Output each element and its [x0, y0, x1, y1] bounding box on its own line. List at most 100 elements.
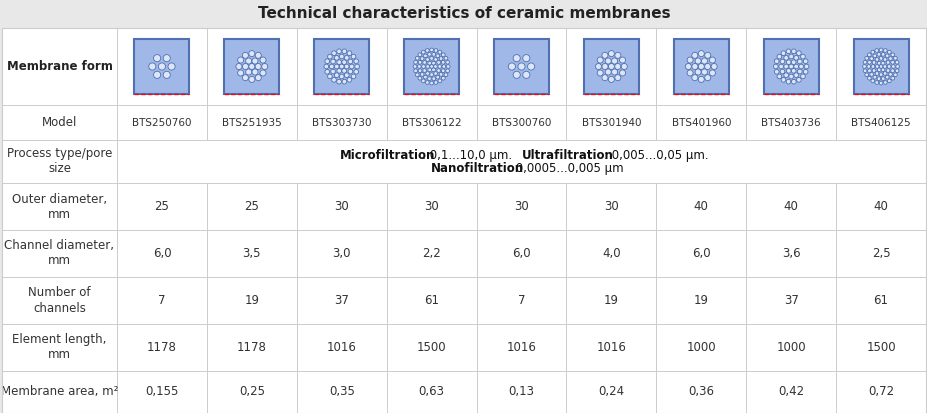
Circle shape: [793, 64, 797, 69]
Circle shape: [597, 57, 603, 63]
Circle shape: [421, 79, 425, 83]
Circle shape: [344, 55, 349, 60]
Circle shape: [871, 61, 875, 64]
Circle shape: [878, 64, 882, 69]
Circle shape: [429, 57, 433, 60]
Circle shape: [864, 56, 868, 60]
Circle shape: [704, 64, 710, 69]
Circle shape: [884, 54, 888, 58]
Circle shape: [242, 52, 248, 58]
Circle shape: [611, 58, 617, 64]
Circle shape: [697, 64, 704, 69]
Circle shape: [773, 59, 778, 64]
Bar: [224, 39, 279, 94]
Text: 1178: 1178: [146, 341, 177, 354]
Text: BTS406125: BTS406125: [850, 118, 910, 128]
Circle shape: [436, 75, 439, 79]
Circle shape: [513, 71, 520, 78]
Circle shape: [780, 59, 784, 64]
Circle shape: [248, 50, 255, 57]
Circle shape: [445, 60, 449, 64]
Circle shape: [876, 77, 880, 81]
Circle shape: [260, 70, 266, 76]
Circle shape: [791, 49, 795, 54]
Circle shape: [331, 51, 336, 55]
Text: 0,42: 0,42: [777, 385, 804, 399]
Circle shape: [800, 54, 805, 59]
Text: 6,0: 6,0: [152, 247, 171, 260]
Circle shape: [433, 58, 437, 62]
Circle shape: [864, 73, 868, 77]
Circle shape: [353, 69, 358, 74]
Circle shape: [788, 74, 793, 79]
Text: Microfiltration: Microfiltration: [339, 149, 435, 162]
Circle shape: [891, 64, 895, 69]
Bar: [853, 39, 908, 94]
Circle shape: [869, 57, 872, 60]
Circle shape: [527, 63, 534, 70]
Circle shape: [708, 70, 715, 76]
Circle shape: [252, 58, 258, 64]
Circle shape: [867, 60, 870, 64]
Circle shape: [237, 57, 244, 63]
Circle shape: [427, 52, 431, 56]
Circle shape: [153, 71, 160, 78]
Circle shape: [604, 69, 611, 75]
Circle shape: [420, 57, 424, 60]
Text: 37: 37: [334, 294, 349, 307]
Circle shape: [421, 50, 425, 54]
Circle shape: [862, 69, 866, 73]
Text: 3,5: 3,5: [242, 247, 260, 260]
Circle shape: [421, 64, 425, 69]
Circle shape: [686, 57, 692, 63]
Circle shape: [327, 74, 332, 79]
Text: 0,63: 0,63: [418, 385, 444, 399]
Circle shape: [890, 76, 894, 80]
Circle shape: [248, 64, 255, 69]
Circle shape: [429, 73, 433, 76]
Circle shape: [595, 64, 601, 69]
Circle shape: [615, 52, 620, 58]
Text: 4,0: 4,0: [602, 247, 620, 260]
Circle shape: [798, 64, 803, 69]
Circle shape: [893, 56, 896, 60]
Bar: [403, 39, 459, 94]
Circle shape: [324, 59, 329, 64]
Circle shape: [431, 61, 435, 65]
Text: 19: 19: [603, 294, 618, 307]
Circle shape: [876, 61, 880, 65]
Circle shape: [785, 69, 790, 73]
Circle shape: [441, 69, 445, 73]
Circle shape: [803, 69, 807, 74]
Text: BTS301940: BTS301940: [581, 118, 641, 128]
Circle shape: [783, 64, 788, 69]
Text: BTS303730: BTS303730: [311, 118, 371, 128]
Text: 2,2: 2,2: [422, 247, 440, 260]
Circle shape: [871, 69, 875, 72]
Circle shape: [348, 59, 352, 64]
Circle shape: [597, 70, 603, 76]
Circle shape: [772, 64, 777, 69]
Circle shape: [517, 63, 525, 70]
Text: 19: 19: [693, 294, 708, 307]
Circle shape: [350, 54, 355, 59]
Circle shape: [793, 73, 797, 78]
Circle shape: [884, 75, 888, 79]
Circle shape: [874, 58, 878, 62]
Circle shape: [881, 77, 884, 81]
Circle shape: [785, 49, 790, 54]
Text: 30: 30: [424, 200, 438, 213]
Circle shape: [872, 75, 876, 79]
Circle shape: [788, 64, 793, 69]
Text: 0,36: 0,36: [688, 385, 714, 399]
Circle shape: [418, 60, 422, 64]
Text: Element length,
mm: Element length, mm: [12, 334, 107, 361]
Circle shape: [872, 54, 876, 58]
Circle shape: [791, 79, 795, 84]
Circle shape: [878, 73, 882, 76]
Text: Membrane area, m²: Membrane area, m²: [1, 385, 118, 399]
Circle shape: [890, 69, 894, 73]
Circle shape: [427, 68, 431, 72]
Text: 40: 40: [783, 200, 798, 213]
Circle shape: [870, 50, 874, 54]
